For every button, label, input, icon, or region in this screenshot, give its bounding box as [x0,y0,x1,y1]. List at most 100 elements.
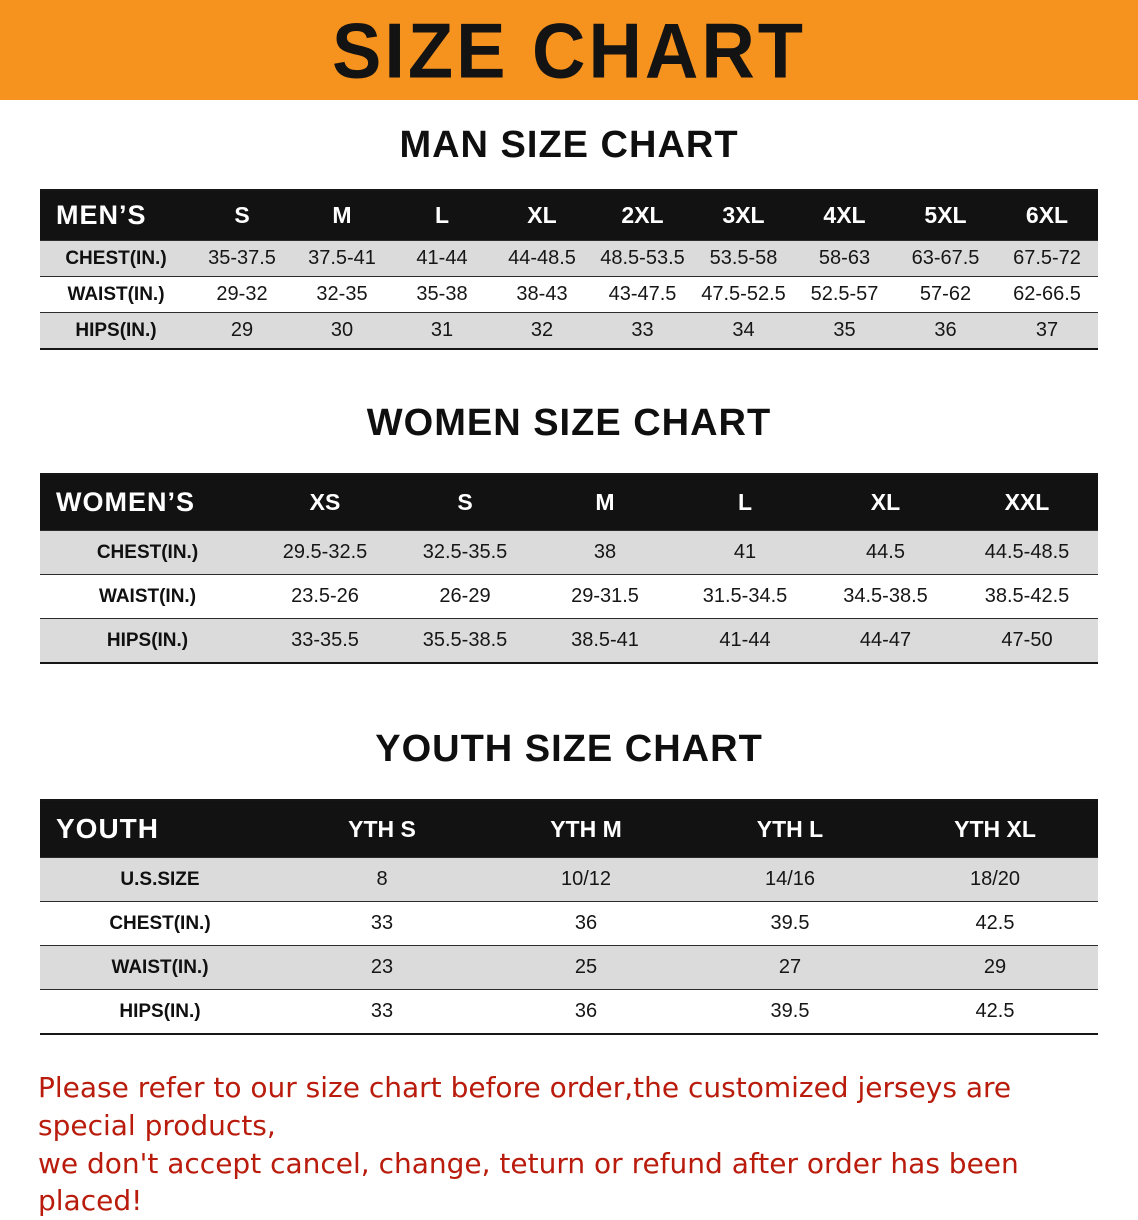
youth-size-chart-section: YOUTH SIZE CHART YOUTH YTH S YTH M YTH L… [0,664,1138,1035]
table-row: CHEST(IN.) 29.5-32.5 32.5-35.5 38 41 44.… [40,530,1098,575]
table-cell: 35.5-38.5 [422,629,508,651]
row-label: WAIST(IN.) [67,283,165,305]
table-cell: 32-35 [316,283,368,305]
women-size-table: WOMEN’S XS S M L XL XXL CHEST(IN.) 29.5-… [40,473,1098,664]
column-header: XXL [956,474,1098,531]
table-cell: 38-43 [516,283,568,305]
table-cell: 35 [833,319,856,341]
table-cell: 29 [230,319,254,341]
table-cell: 37.5-41 [308,247,376,269]
row-label: HIPS(IN.) [106,629,189,651]
table-cell: 44-48.5 [508,247,576,269]
table-cell: 27 [778,956,802,978]
column-header: S [192,190,292,241]
table-cell: 29 [983,956,1007,978]
table-cell: 35-38 [416,283,468,305]
youth-group-label: YOUTH [40,800,280,858]
table-cell: 18/20 [969,868,1021,890]
table-row: HIPS(IN.) 33 36 39.5 42.5 [40,989,1098,1034]
table-cell: 58-63 [818,247,871,269]
table-cell: 67.5-72 [1013,247,1081,269]
table-cell: 44-47 [859,629,912,651]
table-cell: 31 [430,319,454,341]
table-cell: 33 [370,1000,394,1022]
column-header: XL [815,474,956,531]
column-header: XL [492,190,592,241]
table-cell: 30 [330,319,354,341]
table-cell: 32 [530,319,554,341]
disclaimer-line-2: we don't accept cancel, change, teturn o… [38,1146,1019,1218]
table-cell: 39.5 [770,1000,810,1022]
column-header: S [395,474,535,531]
table-cell: 29-31.5 [571,585,639,607]
table-cell: 52.5-57 [810,283,879,305]
women-header-row: WOMEN’S XS S M L XL XXL [40,474,1098,531]
table-cell: 44.5 [866,541,905,563]
table-row: CHEST(IN.) 35-37.5 37.5-41 41-44 44-48.5… [40,240,1098,277]
table-cell: 37 [1035,319,1059,341]
table-cell: 63-67.5 [911,247,980,269]
table-cell: 48.5-53.5 [600,247,685,269]
column-header: 5XL [895,190,996,241]
women-section-heading: WOMEN SIZE CHART [366,402,772,444]
table-cell: 38 [593,541,617,563]
table-cell: 42.5 [975,1000,1015,1022]
men-size-table: MEN’S S M L XL 2XL 3XL 4XL 5XL 6XL CHEST… [40,189,1098,350]
table-row: HIPS(IN.) 33-35.5 35.5-38.5 38.5-41 41-4… [40,618,1098,663]
table-cell: 39.5 [770,912,810,934]
table-cell: 47.5-52.5 [701,283,786,305]
banner: SIZE CHART [0,0,1138,100]
column-header: L [392,190,492,241]
table-cell: 43-47.5 [608,283,677,305]
column-header: 2XL [592,190,693,241]
men-section-heading: MAN SIZE CHART [399,124,739,166]
row-label: CHEST(IN.) [65,247,167,269]
table-row: U.S.SIZE 8 10/12 14/16 18/20 [40,857,1098,902]
table-cell: 14/16 [764,868,816,890]
column-header: 4XL [794,190,895,241]
table-cell: 41 [733,541,757,563]
row-label: WAIST(IN.) [111,956,209,978]
column-header: YTH L [688,800,892,858]
table-cell: 32.5-35.5 [422,541,508,563]
table-cell: 36 [574,912,598,934]
table-cell: 36 [934,319,957,341]
row-label: U.S.SIZE [120,868,200,890]
women-group-label: WOMEN’S [40,474,255,531]
table-cell: 62-66.5 [1013,283,1081,305]
table-row: WAIST(IN.) 29-32 32-35 35-38 38-43 43-47… [40,276,1098,313]
table-cell: 38.5-42.5 [984,585,1070,607]
row-label: CHEST(IN.) [96,541,199,563]
table-cell: 34 [732,319,755,341]
column-header: YTH M [484,800,688,858]
row-label: HIPS(IN.) [119,1000,201,1022]
page-title: SIZE CHART [332,6,806,94]
youth-section-heading: YOUTH SIZE CHART [375,728,763,770]
men-header-row: MEN’S S M L XL 2XL 3XL 4XL 5XL 6XL [40,190,1098,241]
youth-size-table: YOUTH YTH S YTH M YTH L YTH XL U.S.SIZE … [40,799,1098,1035]
table-cell: 41-44 [719,629,771,651]
column-header: M [292,190,392,241]
table-cell: 26-29 [439,585,491,607]
table-row: WAIST(IN.) 23.5-26 26-29 29-31.5 31.5-34… [40,574,1098,619]
youth-header-row: YOUTH YTH S YTH M YTH L YTH XL [40,800,1098,858]
table-cell: 33 [370,912,394,934]
table-cell: 33-35.5 [291,629,359,651]
table-cell: 29.5-32.5 [282,541,368,563]
table-cell: 47-50 [1001,629,1053,651]
table-cell: 31.5-34.5 [702,585,788,607]
table-cell: 34.5-38.5 [843,585,928,607]
table-row: CHEST(IN.) 33 36 39.5 42.5 [40,901,1098,946]
column-header: 3XL [693,190,794,241]
table-cell: 42.5 [975,912,1015,934]
column-header: 6XL [996,190,1098,241]
table-cell: 10/12 [560,868,612,890]
row-label: CHEST(IN.) [109,912,211,934]
table-row: WAIST(IN.) 23 25 27 29 [40,945,1098,990]
table-cell: 23.5-26 [291,585,359,607]
table-cell: 25 [574,956,598,978]
table-cell: 35-37.5 [208,247,276,269]
table-cell: 44.5-48.5 [984,541,1070,563]
table-cell: 33 [631,319,654,341]
